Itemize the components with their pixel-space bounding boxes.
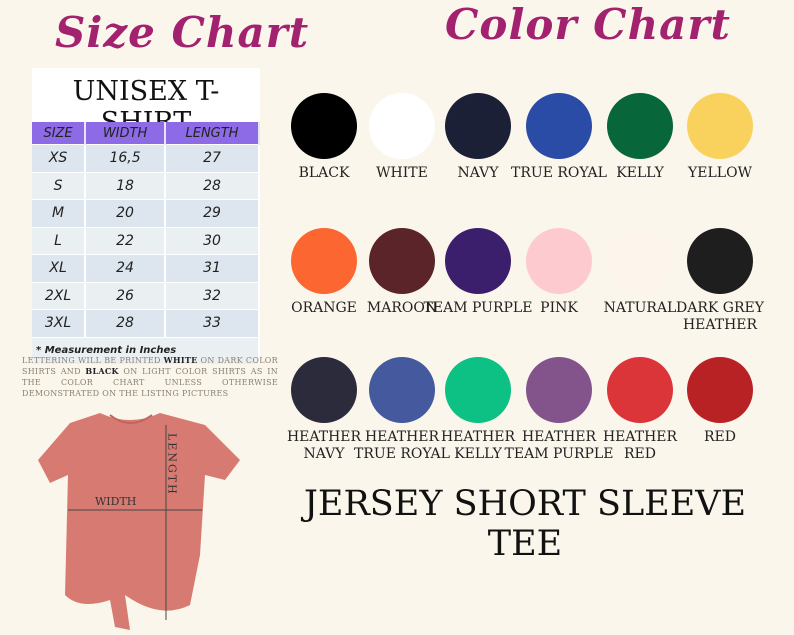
measurement-note: * Measurement in Inches (32, 336, 260, 364)
size-cell: 20 (85, 199, 166, 227)
swatch-kelly (607, 93, 673, 159)
lettering-note: LETTERING WILL BE PRINTED WHITE ON DARK … (22, 355, 278, 399)
swatch-label: TRUE ROYAL (511, 165, 607, 181)
swatch-label: HEATHER TRUE ROYAL (354, 429, 450, 462)
size-cell: XL (32, 254, 87, 282)
note-text: LETTERING WILL BE PRINTED (22, 356, 164, 365)
note-text: ON LIGHT COLOR SHIRTS AS IN THE COLOR CH… (22, 367, 278, 398)
swatch-black (291, 93, 357, 159)
swatch-label: NATURAL (603, 300, 677, 316)
swatch-heather-navy (291, 357, 357, 423)
size-cell: 18 (85, 171, 166, 200)
swatch-white (369, 93, 435, 159)
size-cell: 29 (164, 199, 261, 227)
header-width: WIDTH (85, 122, 166, 145)
size-cell: 3XL (32, 309, 87, 337)
swatch-heather-red (607, 357, 673, 423)
size-row: 2XL 26 32 (32, 281, 261, 310)
size-row: M 20 29 (32, 199, 261, 227)
size-row: L 22 30 (32, 226, 261, 255)
size-chart-title: Size Chart (55, 8, 310, 57)
swatch-label: WHITE (376, 165, 428, 181)
swatch-label: HEATHER TEAM PURPLE (504, 429, 614, 462)
swatch-label: RED (704, 429, 736, 445)
swatch-orange (291, 228, 357, 294)
swatch-label: DARK GREY HEATHER (676, 300, 764, 333)
size-row: XS 16,5 27 (32, 144, 261, 172)
swatch-label: BLACK (298, 165, 350, 181)
swatch-heather-team-purple (526, 357, 592, 423)
color-chart-title: Color Chart (445, 0, 731, 49)
swatch-label: HEATHER RED (602, 429, 678, 462)
swatch-label: HEATHER KELLY (440, 429, 516, 462)
size-cell: 26 (85, 281, 166, 310)
size-cell: 30 (164, 226, 261, 255)
size-cell: M (32, 199, 87, 227)
note-row: * Measurement in Inches (32, 336, 260, 364)
size-cell: L (32, 226, 87, 255)
tshirt-image (38, 413, 240, 630)
size-cell: S (32, 171, 87, 200)
swatch-label: ORANGE (291, 300, 357, 316)
size-cell: 22 (85, 226, 166, 255)
header-length: LENGTH (164, 122, 261, 145)
swatch-navy (445, 93, 511, 159)
swatch-pink (526, 228, 592, 294)
swatch-label: HEATHER NAVY (286, 429, 362, 462)
size-table-card: UNISEX T-SHIRT SIZE WIDTH LENGTH XS16,52… (32, 68, 261, 364)
size-table: SIZE WIDTH LENGTH XS 16,5 27 S 18 28 M 20 29 L 22 3… (32, 122, 261, 364)
note-black: BLACK (85, 366, 119, 376)
width-label: WIDTH (95, 495, 136, 508)
size-row: 3XL 28 33 (32, 309, 261, 337)
swatch-natural (607, 228, 673, 294)
swatch-team-purple (445, 228, 511, 294)
product-name: JERSEY SHORT SLEEVE TEE (303, 484, 747, 564)
size-cell: 28 (85, 309, 166, 337)
tshirt-diagram: WIDTH LENGTH (38, 413, 240, 630)
swatch-label: PINK (540, 300, 578, 316)
size-cell: 27 (164, 144, 261, 172)
size-cell: XS (32, 144, 87, 172)
swatch-heather-kelly (445, 357, 511, 423)
size-cell: 16,5 (85, 144, 166, 172)
size-cell: 31 (164, 254, 261, 282)
collar (109, 414, 153, 424)
swatch-dark-grey-heather (687, 228, 753, 294)
size-row: XL 24 31 (32, 254, 261, 282)
size-cell: 2XL (32, 281, 87, 310)
swatch-label: MAROON (366, 300, 438, 316)
swatch-label: TEAM PURPLE (423, 300, 533, 316)
swatch-true-royal (526, 93, 592, 159)
note-text: ON DARK COLOR SHIRTS AND (22, 356, 278, 376)
size-cell: 24 (85, 254, 166, 282)
swatch-heather-true-royal (369, 357, 435, 423)
swatch-red (687, 357, 753, 423)
size-cell: 32 (164, 281, 261, 310)
size-cell: 28 (164, 171, 261, 200)
length-label: LENGTH (166, 433, 179, 496)
swatch-maroon (369, 228, 435, 294)
note-white: WHITE (163, 355, 198, 365)
size-cell: 33 (164, 309, 261, 337)
swatch-label: KELLY (616, 165, 664, 181)
swatch-label: NAVY (457, 165, 499, 181)
header-size: SIZE (32, 122, 87, 145)
size-row: S 18 28 (32, 171, 261, 200)
swatch-label: YELLOW (688, 165, 752, 181)
swatch-yellow (687, 93, 753, 159)
